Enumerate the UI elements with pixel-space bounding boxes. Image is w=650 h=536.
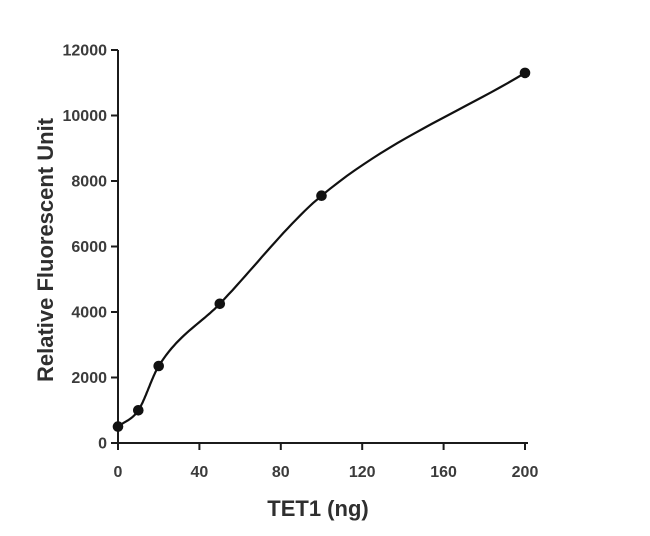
axis-spine bbox=[117, 50, 528, 444]
x-tick-label-120: 120 bbox=[349, 464, 376, 481]
y-axis-title: Relative Fluorescent Unit bbox=[33, 117, 58, 382]
fitted-curve bbox=[116, 71, 527, 428]
x-tick-label-80: 80 bbox=[272, 464, 290, 481]
x-tick-label-40: 40 bbox=[191, 464, 209, 481]
axes: 0 40 80 120 160 20002000400060008000100001200… bbox=[63, 43, 539, 482]
data-point-100ng bbox=[316, 190, 327, 201]
x-tick-label-160: 160 bbox=[430, 464, 457, 481]
y-tick-label-8000: 8000 bbox=[71, 174, 107, 191]
y-tick-label-2000: 2000 bbox=[71, 370, 107, 387]
y-tick-label-6000: 6000 bbox=[71, 239, 107, 256]
data-point-0ng bbox=[112, 421, 124, 432]
y-tick-label-12000: 12000 bbox=[63, 43, 108, 60]
x-tick-label-200: 200 bbox=[512, 464, 539, 481]
data-point-10ng bbox=[133, 405, 144, 416]
y-tick-label-10000: 10000 bbox=[63, 108, 108, 125]
x-tick-label-0: 0 bbox=[114, 464, 123, 481]
x-axis-title: TET1 (ng) bbox=[267, 496, 368, 521]
y-tick-label-4000: 4000 bbox=[71, 305, 107, 322]
data-series bbox=[112, 67, 531, 432]
data-point-50ng bbox=[214, 298, 226, 310]
y-tick-label-0: 0 bbox=[98, 436, 107, 453]
data-point-200ng bbox=[519, 67, 531, 79]
data-point-20ng bbox=[153, 360, 164, 372]
